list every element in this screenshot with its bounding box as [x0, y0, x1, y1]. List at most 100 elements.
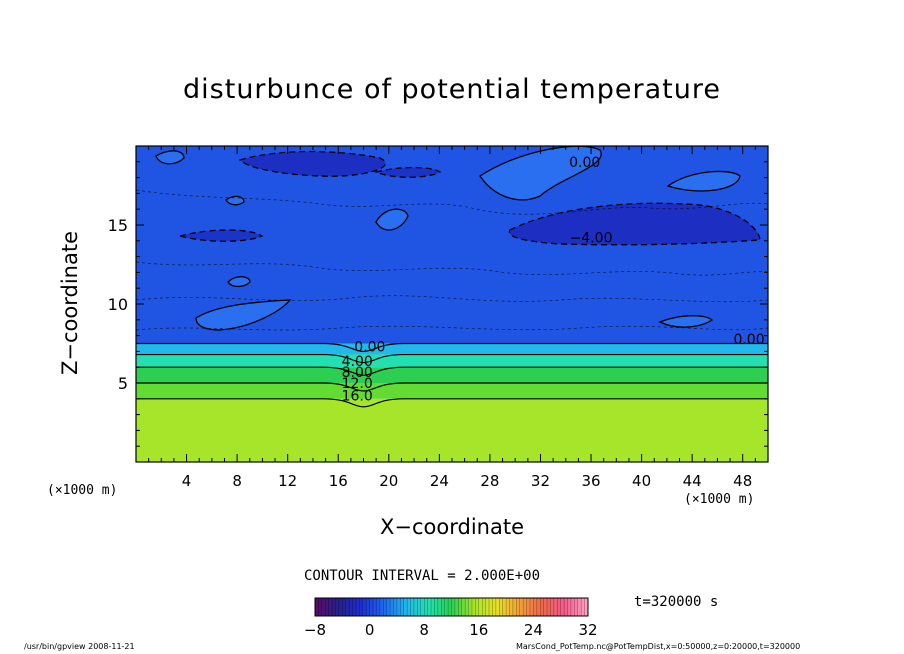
colorbar-cell — [536, 598, 541, 616]
colorbar-cell — [352, 598, 357, 616]
positive-region — [225, 195, 245, 206]
colorbar-cell — [424, 598, 429, 616]
colorbar-cell — [512, 598, 517, 616]
x-tick-label: 48 — [733, 472, 752, 490]
colorbar-cell — [553, 598, 558, 616]
contour-line — [136, 325, 768, 331]
colorbar-cell — [448, 598, 452, 616]
positive-region — [195, 299, 292, 331]
colorbar: −8 0 8 16 24 32 — [304, 597, 598, 639]
colorbar-tick-label: 8 — [419, 621, 429, 639]
colorbar-cell — [584, 598, 589, 616]
colorbar-cell — [495, 598, 500, 616]
colorbar-cell — [506, 598, 511, 616]
contour-line — [136, 382, 768, 392]
contour-label: 12.0 — [342, 376, 373, 392]
colorbar-cell — [489, 598, 493, 616]
colorbar-tick-label: 16 — [469, 621, 488, 639]
x-axis: 4 8 12 16 20 24 28 32 36 40 44 48 — [148, 146, 756, 490]
contour-line — [136, 342, 768, 353]
color-layers — [136, 146, 768, 462]
x-tick-label: 12 — [278, 472, 297, 490]
colorbar-cell — [529, 598, 534, 616]
colorbar-cell — [393, 598, 398, 616]
x-tick-label: 8 — [232, 472, 242, 490]
colorbar-cell — [345, 598, 350, 616]
contour-label: 8.00 — [342, 365, 373, 381]
colorbar-cell — [335, 598, 340, 616]
y-axis: 5 10 15 — [108, 161, 768, 447]
colorbar-cell — [332, 598, 336, 616]
colorbar-cell — [482, 598, 487, 616]
colorbar-cell — [492, 598, 497, 616]
negative-region — [508, 202, 761, 246]
colorbar-cell — [454, 598, 459, 616]
colorbar-cell — [386, 598, 391, 616]
positive-region — [666, 170, 741, 192]
colorbar-cell — [373, 598, 377, 616]
positive-region — [155, 150, 185, 165]
colorbar-tick-label: −8 — [304, 621, 326, 639]
colorbar-tick-label: 0 — [365, 621, 375, 639]
value-layer — [136, 343, 768, 355]
colorbar-cell — [509, 598, 514, 616]
colorbar-cell — [441, 598, 446, 616]
colorbar-cell — [475, 598, 480, 616]
x-tick-label: 44 — [683, 472, 702, 490]
positive-region — [375, 208, 409, 231]
colorbar-cell — [434, 598, 439, 616]
colorbar-cell — [315, 598, 319, 616]
colorbar-cell — [458, 598, 463, 616]
footer-left: /usr/bin/gpview 2008-11-21 — [24, 642, 135, 651]
value-layer — [136, 383, 768, 399]
value-layer — [136, 354, 768, 368]
colorbar-tick-label: 24 — [524, 621, 543, 639]
colorbar-cell — [574, 598, 579, 616]
colorbar-cell — [376, 598, 381, 616]
x-tick-label: 4 — [182, 472, 192, 490]
contour-label: 0.00 — [354, 340, 385, 356]
colorbar-cell — [325, 598, 330, 616]
positive-region — [658, 315, 714, 328]
colorbar-cell — [342, 598, 347, 616]
colorbar-cell — [349, 598, 354, 616]
x-tick-label: 28 — [480, 472, 499, 490]
colorbar-cell — [540, 598, 545, 616]
colorbar-cell — [400, 598, 405, 616]
colorbar-cell — [564, 598, 569, 616]
colorbar-cell — [321, 598, 326, 616]
x-tick-label: 36 — [581, 472, 600, 490]
y-axis-label: Z−coordinate — [58, 231, 82, 375]
colorbar-cell — [560, 598, 565, 616]
chart-title: disturbunce of potential temperature — [183, 74, 721, 105]
colorbar-cell — [550, 598, 555, 616]
colorbar-cell — [420, 598, 425, 616]
colorbar-cell — [465, 598, 470, 616]
colorbar-cell — [502, 598, 507, 616]
colorbar-cell — [390, 598, 394, 616]
colorbar-tick-label: 32 — [578, 621, 597, 639]
contour-label: 16.0 — [342, 389, 373, 405]
disturbance-patches — [136, 146, 768, 331]
contour-line — [136, 353, 768, 364]
colorbar-cell — [567, 598, 572, 616]
colorbar-cell — [577, 598, 582, 616]
colorbar-cell — [366, 598, 371, 616]
contour-line — [136, 366, 768, 376]
colorbar-cell — [437, 598, 442, 616]
colorbar-cell — [471, 598, 476, 616]
contour-interval-label: CONTOUR INTERVAL = 2.000E+00 — [304, 568, 541, 584]
colorbar-cell — [407, 598, 412, 616]
y-tick-label: 5 — [118, 374, 128, 393]
colorbar-cell — [369, 598, 374, 616]
contour-label: 4.00 — [342, 354, 373, 370]
colorbar-cell — [478, 598, 483, 616]
colorbar-cell — [410, 598, 415, 616]
colorbar-cell — [557, 598, 562, 616]
colorbar-cell — [379, 598, 384, 616]
time-label: t=320000 s — [634, 594, 719, 610]
colorbar-cell — [413, 598, 418, 616]
colorbar-cell — [547, 598, 551, 616]
negative-region — [373, 166, 442, 178]
colorbar-cell — [359, 598, 364, 616]
